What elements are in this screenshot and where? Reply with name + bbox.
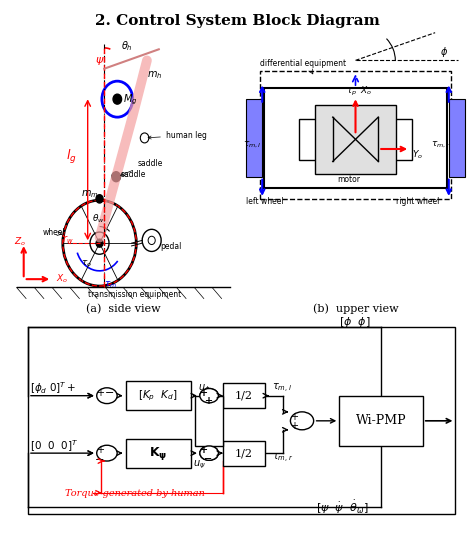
Text: Wi-PMP: Wi-PMP [356,414,406,427]
Circle shape [113,94,121,104]
Text: human leg: human leg [148,131,207,140]
Text: −: − [105,388,114,398]
Text: $\tau_{m,l}$: $\tau_{m,l}$ [272,382,292,395]
Bar [195,396,223,446]
Text: differential equipment: differential equipment [260,59,346,68]
Text: +: + [199,388,207,398]
Bar [264,88,447,188]
Text: $\mathbf{K_\psi}$: $\mathbf{K_\psi}$ [149,445,167,462]
Text: +: + [199,445,207,455]
Circle shape [112,172,120,182]
Text: +: + [204,396,212,406]
Text: $u_\psi$: $u_\psi$ [193,458,206,471]
Text: transmission equipment: transmission equipment [88,290,181,299]
Text: $\tau_{m,l}$: $\tau_{m,l}$ [243,140,261,150]
Text: motor: motor [337,175,360,184]
Circle shape [96,195,103,203]
Circle shape [97,445,117,461]
Text: −: − [95,454,105,465]
Circle shape [200,388,219,403]
Text: $X_o$: $X_o$ [56,273,68,285]
Bar [299,118,412,160]
Text: $\theta_h$: $\theta_h$ [121,39,133,53]
Text: right wheel: right wheel [396,198,440,206]
Text: +: + [199,445,207,455]
Bar [223,383,265,408]
Text: $\theta_w$: $\theta_w$ [92,212,105,224]
Text: $u_\phi$: $u_\phi$ [198,383,210,395]
Text: $\psi$: $\psi$ [95,55,104,67]
Bar [449,99,465,176]
Text: (b)  upper view: (b) upper view [313,304,398,314]
Text: $\tau_{m,r}$: $\tau_{m,r}$ [430,140,450,150]
Text: −: − [204,453,212,464]
Text: −: − [204,453,212,464]
Text: wheel: wheel [43,228,65,237]
Text: $\tau_{m,r}$: $\tau_{m,r}$ [272,452,293,465]
Text: +: + [96,388,104,398]
Text: $Y_o$: $Y_o$ [412,148,423,161]
Text: $m_m$: $m_m$ [81,188,98,200]
Circle shape [200,446,219,460]
Bar [223,440,265,466]
Bar [339,396,423,446]
Text: +: + [96,445,104,455]
Text: 1/2: 1/2 [235,391,253,401]
Text: $\tau_p$: $\tau_p$ [346,87,357,98]
Bar [246,99,262,176]
Text: saddle: saddle [121,170,146,179]
Circle shape [97,388,117,403]
Text: $[\phi_d\ 0]^{T}+$: $[\phi_d\ 0]^{T}+$ [30,381,76,396]
Text: Torque generated by human: Torque generated by human [65,489,205,498]
Text: +: + [204,396,212,406]
Text: +: + [290,421,298,431]
Text: +: + [290,412,298,422]
Text: 1/2: 1/2 [235,448,253,458]
Circle shape [200,388,219,403]
Text: (a)  side view: (a) side view [86,304,161,314]
Text: $l_g$: $l_g$ [66,148,77,166]
Circle shape [96,239,103,247]
Circle shape [291,412,314,430]
Text: $\tau_m$: $\tau_m$ [104,279,118,289]
Text: $\phi$: $\phi$ [440,45,448,59]
Text: $[\phi\ \ \dot{\phi}]$: $[\phi\ \ \dot{\phi}]$ [339,312,371,330]
Bar [260,72,451,199]
Text: $m_h$: $m_h$ [147,69,162,81]
Text: left wheel: left wheel [246,198,284,206]
Bar [126,381,191,410]
Circle shape [200,446,219,460]
Text: $[K_p\ \ K_d]$: $[K_p\ \ K_d]$ [138,388,178,403]
Text: $r_w$: $r_w$ [62,233,73,245]
Text: pedal: pedal [160,242,182,251]
Text: +: + [199,388,207,398]
Text: $M_g$: $M_g$ [123,92,137,107]
Bar [315,105,396,174]
Text: $\tau_o$: $\tau_o$ [81,258,91,269]
Text: $[\psi\ \ \dot{\psi}\ \ \dot{\theta}_\omega]$: $[\psi\ \ \dot{\psi}\ \ \dot{\theta}_\om… [316,499,369,516]
Text: saddle: saddle [120,159,163,175]
Text: $X_o$: $X_o$ [360,85,372,97]
Text: 2. Control System Block Diagram: 2. Control System Block Diagram [94,14,380,28]
Text: $Z_o$: $Z_o$ [14,236,26,248]
Text: $[0\ \ 0\ \ 0]^{T}$: $[0\ \ 0\ \ 0]^{T}$ [30,438,79,454]
Bar [126,439,191,468]
Bar [28,327,456,514]
